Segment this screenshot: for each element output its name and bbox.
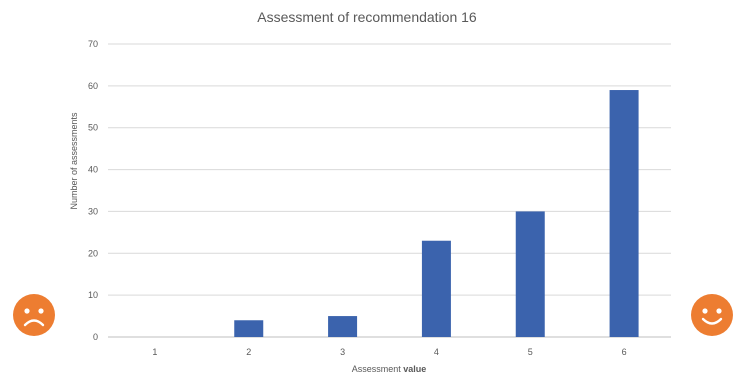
x-axis-label: Assessment value [0,364,734,374]
x-tick-label: 2 [246,347,251,357]
x-axis-label-bold: value [403,364,427,374]
x-tick-label: 5 [528,347,533,357]
x-tick-label: 6 [622,347,627,357]
y-tick-label: 40 [88,165,98,175]
happy-face-icon [691,294,733,336]
y-tick-label: 20 [88,248,98,258]
bar [421,240,451,337]
y-tick-label: 70 [88,39,98,49]
x-tick-label: 4 [434,347,439,357]
x-axis-label-prefix: Assessment [351,364,401,374]
x-tick-label: 3 [340,347,345,357]
bar [234,320,264,337]
x-tick-label: 1 [152,347,157,357]
bar [609,90,639,338]
chart-title: Assessment of recommendation 16 [257,9,477,25]
y-tick-label: 0 [93,332,98,342]
y-tick-label: 60 [88,81,98,91]
bar [515,211,545,337]
y-tick-label: 50 [88,123,98,133]
bar [328,316,358,337]
sad-face-icon [13,294,55,336]
y-tick-label: 10 [88,290,98,300]
y-tick-label: 30 [88,206,98,216]
